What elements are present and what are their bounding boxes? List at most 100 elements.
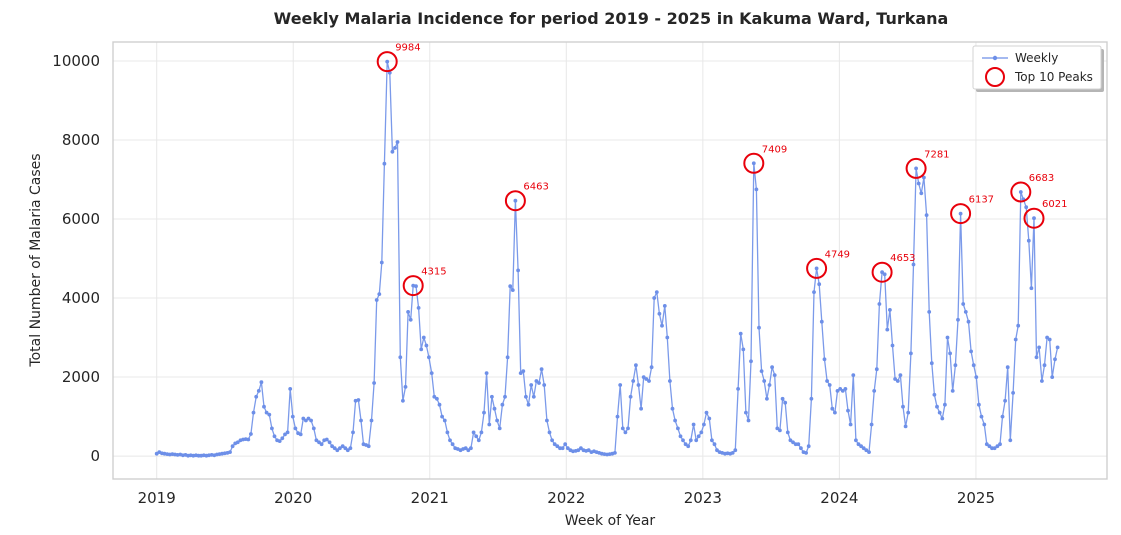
data-point — [445, 430, 450, 435]
data-point — [647, 379, 651, 383]
data-point — [448, 438, 452, 443]
data-point — [529, 383, 534, 387]
data-point — [636, 383, 641, 387]
data-point — [932, 392, 937, 397]
data-point — [707, 416, 712, 421]
data-point — [903, 424, 908, 429]
data-point — [712, 442, 717, 447]
data-point — [788, 438, 793, 443]
data-point — [366, 444, 371, 449]
data-point — [668, 379, 672, 383]
data-point — [626, 426, 630, 431]
data-point — [984, 442, 989, 447]
data-point — [649, 365, 654, 370]
data-point — [395, 140, 400, 144]
data-point — [791, 440, 795, 445]
data-point — [463, 446, 468, 451]
data-point — [419, 347, 424, 352]
x-tick-label: 2022 — [547, 489, 585, 507]
data-point — [950, 389, 955, 393]
data-point — [351, 430, 355, 435]
data-point — [340, 444, 345, 449]
peak-label: 6463 — [523, 182, 548, 193]
data-point — [298, 432, 303, 437]
data-point — [508, 284, 513, 289]
data-point — [846, 408, 850, 413]
data-point — [377, 292, 382, 296]
data-point — [531, 394, 536, 399]
data-point — [416, 306, 421, 310]
data-point — [914, 166, 918, 171]
data-point — [890, 343, 895, 348]
data-point — [401, 398, 405, 403]
data-point — [872, 389, 877, 393]
x-axis-label: Week of Year — [565, 513, 656, 529]
data-point — [916, 181, 921, 186]
peak-label: 6683 — [1029, 173, 1054, 184]
data-point — [505, 355, 510, 360]
data-point — [730, 451, 735, 455]
data-point — [922, 175, 926, 180]
data-point — [406, 310, 410, 314]
data-point — [691, 422, 696, 427]
peak-marker — [1023, 207, 1045, 229]
data-point — [1040, 379, 1044, 383]
data-point — [715, 448, 719, 453]
data-point — [953, 363, 958, 368]
data-point — [759, 369, 764, 373]
data-point — [317, 440, 321, 445]
data-point — [851, 373, 856, 377]
data-point — [403, 385, 408, 389]
data-point — [390, 149, 395, 154]
data-point — [393, 146, 397, 150]
data-point — [251, 410, 256, 415]
data-point — [490, 394, 494, 399]
data-point — [843, 387, 848, 391]
data-point — [304, 418, 308, 423]
data-point — [948, 351, 952, 356]
data-point — [966, 319, 971, 324]
peak-marker — [402, 275, 424, 297]
data-point — [309, 418, 313, 423]
data-point — [306, 416, 311, 421]
data-point — [681, 438, 685, 443]
data-point — [869, 422, 874, 427]
data-point — [369, 418, 374, 423]
data-point — [427, 355, 431, 360]
data-point — [757, 325, 761, 330]
legend-box — [972, 45, 1102, 90]
y-tick-label: 0 — [90, 447, 100, 465]
data-point — [940, 416, 945, 421]
data-point — [979, 414, 984, 419]
data-point — [683, 442, 688, 447]
data-point — [335, 448, 340, 453]
legend-peak-swatch — [985, 67, 1005, 87]
data-point — [613, 451, 617, 455]
data-point — [534, 379, 539, 383]
data-point — [749, 359, 753, 364]
peak-label: 4749 — [825, 249, 850, 260]
data-point — [249, 432, 253, 436]
data-point — [379, 260, 384, 265]
data-point — [1037, 345, 1041, 350]
data-point — [524, 394, 528, 399]
peaks: 9984 7409 7281 6683 6463 6137 6021 4749 4653 4315 — [376, 43, 1067, 297]
data-point — [555, 444, 560, 449]
data-point — [657, 311, 662, 316]
data-point — [754, 187, 759, 192]
data-point — [615, 414, 620, 419]
data-point — [550, 438, 554, 443]
data-point — [825, 379, 829, 383]
data-point — [924, 213, 929, 218]
peak-label: 6021 — [1042, 199, 1067, 210]
data-point — [785, 430, 790, 435]
data-point — [634, 363, 638, 368]
data-point — [283, 432, 287, 437]
data-point — [660, 323, 664, 328]
data-point — [704, 410, 709, 415]
data-point — [762, 379, 767, 383]
data-point — [885, 327, 890, 332]
y-tick-label: 2000 — [62, 368, 100, 386]
data-point — [429, 371, 434, 375]
data-point — [1024, 205, 1029, 210]
